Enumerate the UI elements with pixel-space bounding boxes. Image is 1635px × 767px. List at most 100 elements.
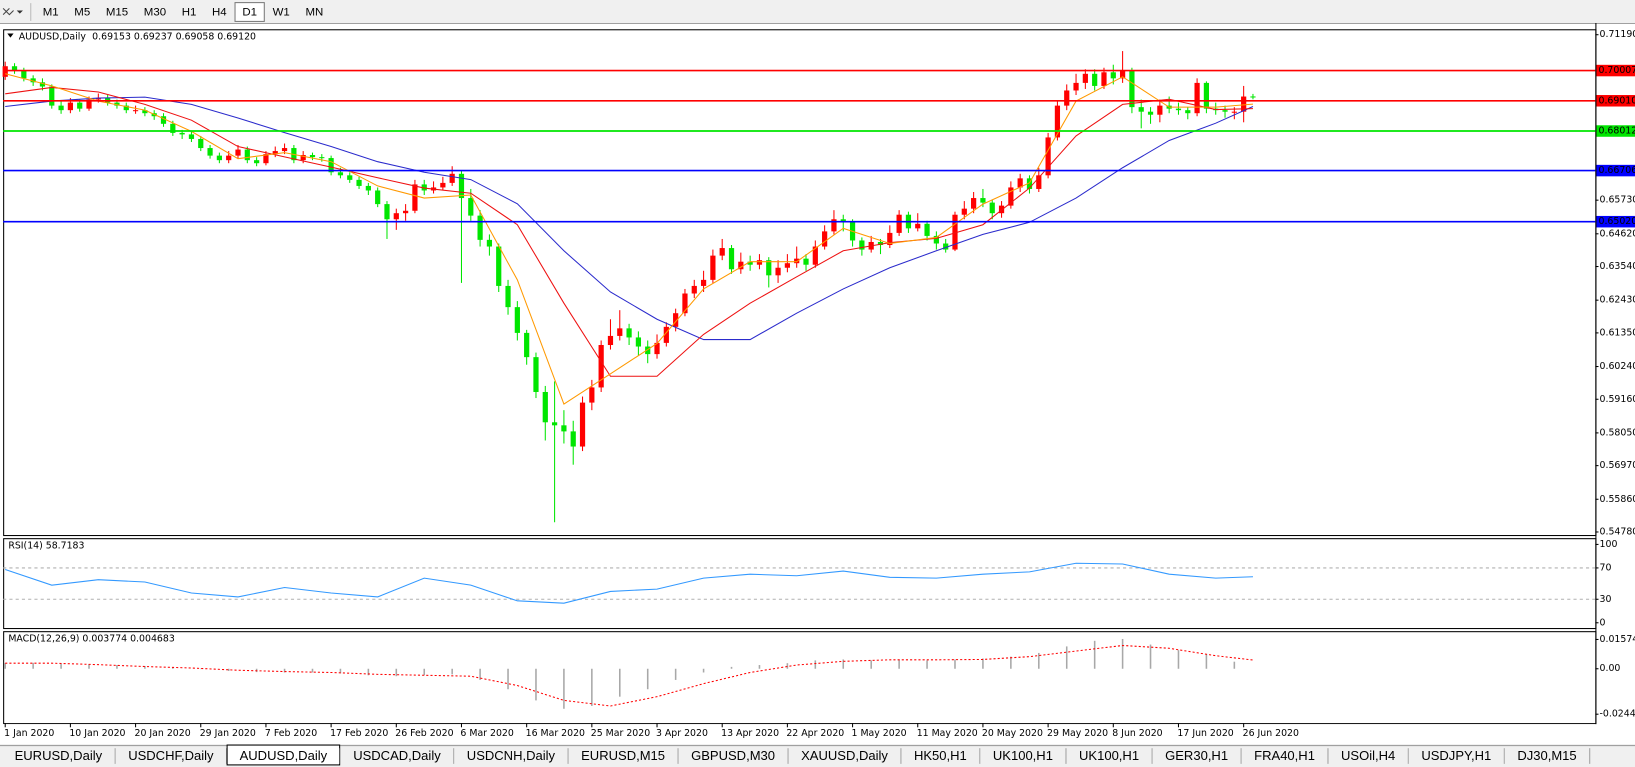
tab-face: [788, 747, 901, 765]
chart-tab[interactable]: AUDUSD,Daily: [226, 744, 341, 766]
chart-tab[interactable]: GBPUSD,M30: [678, 747, 789, 765]
candle-body: [49, 86, 55, 106]
x-tick-label: 16 Mar 2020: [526, 728, 585, 739]
candle-body: [1101, 72, 1107, 86]
tab-label: GBPUSD,M30: [691, 748, 775, 763]
tab-label: USDCNH,Daily: [467, 748, 556, 763]
candle-body: [11, 66, 18, 71]
candle-body: [1064, 90, 1070, 106]
candle-body: [831, 219, 837, 232]
timeframe-button[interactable]: M1: [35, 2, 66, 22]
chart-tab[interactable]: USDCNH,Daily: [454, 747, 569, 765]
y-tick-label: 0.58050: [1600, 427, 1635, 438]
timeframe-button[interactable]: M15: [98, 2, 136, 22]
chart-tab[interactable]: UK100,H1: [1066, 747, 1153, 765]
candle-body: [645, 346, 651, 355]
candle-body: [496, 246, 502, 286]
y-tick-label: 0.55860: [1600, 494, 1635, 505]
candle-body: [1082, 73, 1088, 83]
candle-body: [598, 345, 604, 388]
x-tick-label: 22 Apr 2020: [786, 728, 844, 739]
tab-label: AUDUSD,Daily: [240, 748, 328, 763]
candle-body: [393, 213, 399, 220]
macd-signal-line: [5, 644, 1254, 707]
candle-body: [477, 215, 483, 240]
y-tick-label: 0.00: [1600, 663, 1621, 674]
chart-tab[interactable]: USDCAD,Daily: [340, 747, 455, 765]
candle-body: [486, 239, 493, 247]
candle-body: [347, 175, 353, 180]
x-tick-label: 11 May 2020: [917, 728, 978, 739]
timeframe-button[interactable]: D1: [234, 2, 265, 22]
candle-body: [859, 240, 865, 250]
tab-label: HK50,H1: [914, 748, 967, 763]
symbol-title: MACD(12,26,9) 0.003774 0.004683: [8, 633, 174, 644]
chart-tab[interactable]: DJ30,M15: [1504, 747, 1591, 765]
candle-body: [654, 342, 660, 355]
x-tick-label: 3 Apr 2020: [656, 728, 708, 739]
button-face: [265, 2, 298, 22]
candle-body: [188, 134, 195, 139]
candle-body: [635, 337, 642, 347]
chart-tab[interactable]: FRA40,H1: [1241, 747, 1329, 765]
button-face: [136, 2, 174, 22]
candle-body: [1185, 110, 1191, 114]
candle-body: [300, 155, 306, 161]
button-label: M5: [74, 7, 90, 19]
chart-tab[interactable]: EURUSD,M15: [568, 747, 679, 765]
candle-body: [1250, 96, 1256, 98]
level-price-label: 0.65020: [1599, 216, 1635, 227]
moving-average: [5, 73, 1254, 405]
toolbar-dropdown[interactable]: [16, 10, 23, 14]
candle-body: [719, 248, 725, 256]
button-label: H4: [212, 7, 227, 19]
x-tick-label: 17 Jun 2020: [1177, 728, 1233, 739]
timeframe-button[interactable]: W1: [265, 2, 298, 22]
candle-body: [524, 332, 530, 358]
tab-label: FRA40,H1: [1254, 748, 1315, 763]
chart-tab[interactable]: USDCHF,Daily: [115, 747, 228, 765]
chart-tab[interactable]: USDJPY,H1: [1408, 747, 1505, 765]
button-face: [35, 2, 66, 22]
candle-body: [775, 267, 781, 276]
toolbar-icon[interactable]: [2, 7, 14, 16]
y-tick-label: 0.63540: [1600, 261, 1635, 272]
candle-body: [700, 279, 707, 286]
chart-tab[interactable]: HK50,H1: [901, 747, 981, 765]
candle-body: [356, 179, 362, 186]
timeframe-button[interactable]: H4: [204, 2, 234, 22]
candle-body: [160, 116, 167, 124]
timeframe-button[interactable]: M5: [67, 2, 98, 22]
tab-label: USOil,H4: [1341, 748, 1395, 763]
button-label: D1: [242, 7, 257, 19]
timeframe-button[interactable]: H1: [174, 2, 204, 22]
level-price-box: [1596, 125, 1635, 137]
chart-tab[interactable]: GER30,H1: [1152, 747, 1242, 765]
candle-body: [747, 261, 753, 265]
chart-tab[interactable]: UK100,H1: [980, 747, 1067, 765]
x-tick-label: 8 Jun 2020: [1112, 728, 1162, 739]
y-tick-label: 0.61350: [1600, 327, 1635, 338]
candle-body: [915, 223, 921, 229]
timeframe-button[interactable]: MN: [298, 2, 331, 22]
moving-average: [5, 96, 1254, 341]
candle-body: [570, 431, 576, 447]
candle-body: [319, 157, 325, 159]
chart-tab[interactable]: XAUUSD,Daily: [788, 747, 902, 765]
tab-face: [1152, 747, 1241, 765]
timeframe-button[interactable]: M30: [136, 2, 174, 22]
level-price-label: 0.68012: [1599, 126, 1635, 137]
tab-label: XAUUSD,Daily: [801, 748, 888, 763]
candle-body: [1036, 175, 1042, 189]
candle-body: [673, 313, 679, 327]
candle-body: [1157, 105, 1163, 115]
tab-label: USDJPY,H1: [1421, 748, 1491, 763]
chart-tab[interactable]: EURUSD,Daily: [2, 747, 116, 765]
candle-body: [142, 110, 148, 114]
chart-tab[interactable]: USOil,H4: [1328, 747, 1409, 765]
candle-body: [1147, 111, 1154, 115]
candle-body: [682, 293, 688, 314]
x-tick-label: 20 Jan 2020: [135, 728, 191, 739]
y-tick-label: 0.71190: [1600, 29, 1635, 40]
